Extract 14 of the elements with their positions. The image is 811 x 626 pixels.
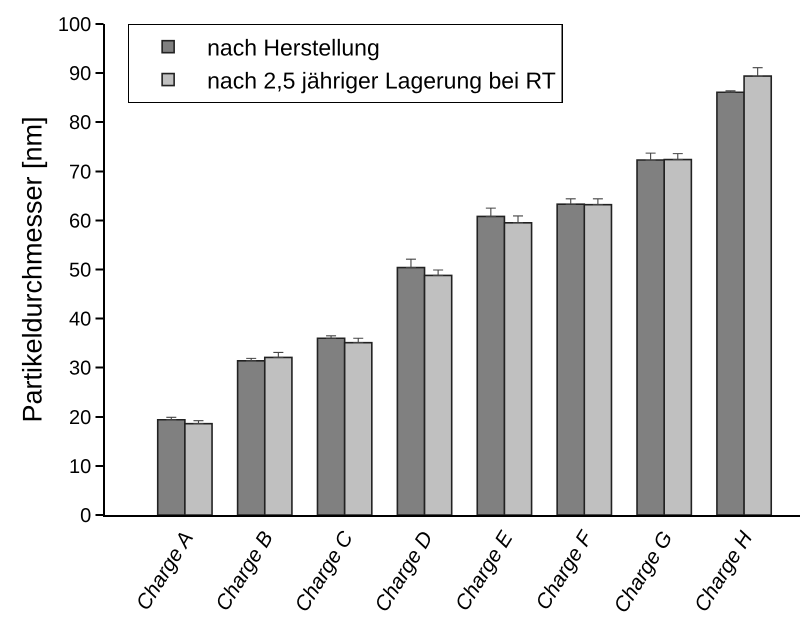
legend-label: nach Herstellung bbox=[207, 34, 380, 61]
y-axis-title: Partikeldurchmesser [nm] bbox=[17, 116, 48, 423]
y-tick-label: 60 bbox=[69, 210, 92, 232]
y-tick-label: 100 bbox=[58, 14, 92, 36]
y-tick-label: 50 bbox=[69, 260, 92, 282]
y-tick-label: 80 bbox=[69, 112, 92, 134]
y-tick-label: 40 bbox=[69, 308, 92, 331]
y-tick-label: 30 bbox=[69, 358, 92, 380]
y-tick-label: 20 bbox=[69, 406, 92, 429]
y-tick-label: 10 bbox=[69, 456, 92, 478]
legend-label: nach 2,5 jähriger Lagerung bei RT bbox=[207, 68, 556, 94]
y-tick-label: 0 bbox=[80, 505, 92, 527]
y-tick-label: 70 bbox=[69, 161, 92, 184]
y-tick-label: 90 bbox=[69, 63, 92, 86]
